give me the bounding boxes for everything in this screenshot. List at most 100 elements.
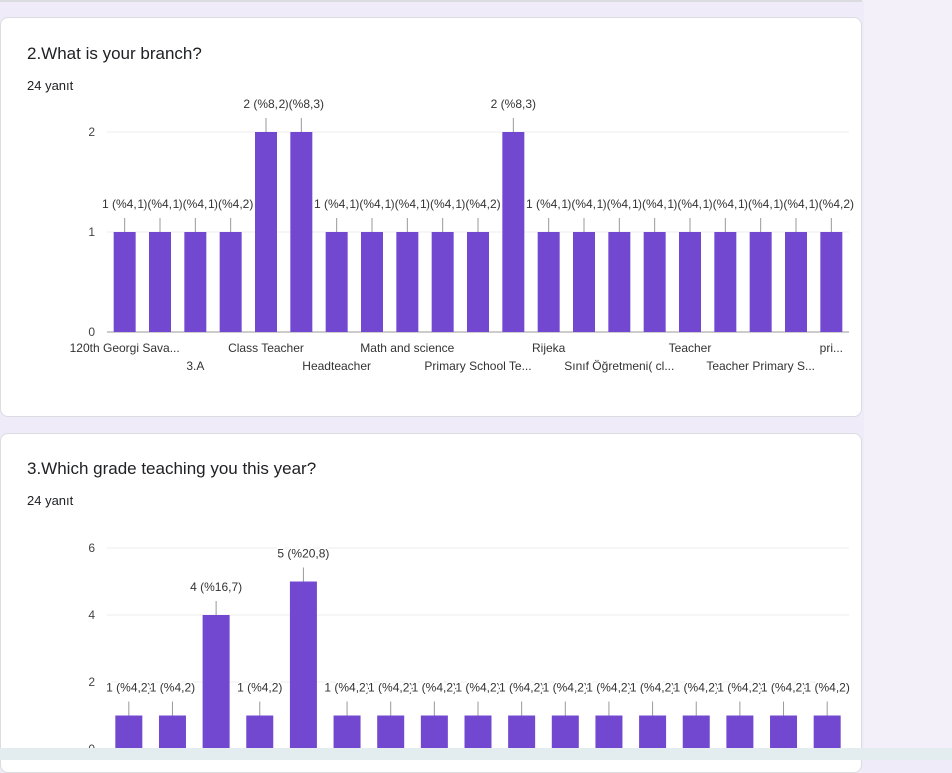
bar bbox=[464, 715, 492, 749]
bar bbox=[682, 715, 710, 749]
bar bbox=[184, 232, 207, 332]
bar bbox=[420, 715, 448, 749]
bar bbox=[289, 581, 317, 749]
data-label: 1 (%4,2) bbox=[561, 197, 606, 211]
y-tick-label: 4 bbox=[88, 608, 95, 622]
data-label: 1 (%4,2) bbox=[586, 681, 631, 695]
data-label: 1 (%4,2) bbox=[804, 681, 849, 695]
y-tick-label: 6 bbox=[88, 541, 95, 555]
data-label: 2 (%8,3) bbox=[243, 97, 288, 111]
bar bbox=[202, 615, 230, 749]
data-label: 4 (%16,7) bbox=[190, 580, 242, 594]
bar bbox=[573, 232, 595, 332]
data-label: 1 (%4,2) bbox=[667, 197, 712, 211]
x-tick-label: Primary School Te... bbox=[424, 359, 531, 373]
data-label: 1 (%4,2) bbox=[809, 197, 854, 211]
bar bbox=[820, 232, 843, 332]
bar bbox=[361, 232, 383, 332]
data-label: 1 (%4,2) bbox=[455, 197, 500, 211]
bar bbox=[115, 715, 143, 749]
data-label: 1 (%4,2) bbox=[106, 681, 151, 695]
data-label: 1 (%4,2) bbox=[137, 197, 182, 211]
data-label: 1 (%4,2) bbox=[102, 197, 147, 211]
data-label: 1 (%4,2) bbox=[412, 681, 457, 695]
bar bbox=[113, 232, 136, 332]
bar bbox=[502, 132, 525, 332]
bar bbox=[537, 232, 560, 332]
bar bbox=[551, 715, 579, 749]
data-label: 1 (%4,2) bbox=[499, 681, 544, 695]
data-label: 1 (%4,2) bbox=[368, 681, 413, 695]
data-label: 2 (%8,3) bbox=[491, 97, 536, 111]
question-card-branch: 2.What is your branch? 24 yanıt bbox=[0, 17, 862, 417]
bar bbox=[714, 232, 737, 332]
bar bbox=[595, 715, 623, 749]
bar bbox=[255, 132, 277, 332]
bar bbox=[219, 232, 242, 332]
data-label: 1 (%4,2) bbox=[150, 681, 195, 695]
data-label: 1 (%4,2) bbox=[597, 197, 642, 211]
data-label: 1 (%4,2) bbox=[173, 197, 218, 211]
page-background bbox=[864, 0, 952, 760]
x-tick-label: Class Teacher bbox=[228, 341, 304, 355]
data-label: 5 (%20,8) bbox=[277, 547, 329, 561]
data-label: 1 (%4,2) bbox=[703, 197, 748, 211]
x-tick-label: 120th Georgi Sava... bbox=[70, 341, 180, 355]
bar bbox=[246, 715, 274, 749]
question-title: 2.What is your branch? bbox=[27, 44, 202, 63]
data-label: 1 (%4,2) bbox=[208, 197, 253, 211]
data-label: 1 (%4,2) bbox=[237, 681, 282, 695]
y-tick-label: 0 bbox=[88, 325, 95, 339]
data-label: 1 (%4,2) bbox=[632, 197, 677, 211]
data-label: 1 (%4,2) bbox=[630, 681, 675, 695]
bar bbox=[431, 232, 454, 332]
bar bbox=[158, 715, 186, 749]
bar bbox=[290, 132, 313, 332]
y-tick-label: 2 bbox=[88, 125, 95, 139]
x-tick-label: Teacher Primary S... bbox=[706, 359, 815, 373]
bar bbox=[149, 232, 171, 332]
data-label: 1 (%4,2) bbox=[773, 197, 818, 211]
x-tick-label: 3.A bbox=[186, 359, 204, 373]
data-label: 1 (%4,2) bbox=[314, 197, 359, 211]
data-label: 1 (%4,2) bbox=[526, 197, 571, 211]
x-tick-label: Rijeka bbox=[532, 341, 566, 355]
bar bbox=[643, 232, 666, 332]
y-tick-label: 2 bbox=[88, 675, 95, 689]
bar bbox=[726, 715, 754, 749]
taskbar bbox=[0, 748, 952, 760]
data-label: 1 (%4,2) bbox=[349, 197, 394, 211]
y-tick-label: 1 bbox=[88, 225, 95, 239]
data-label: 1 (%4,2) bbox=[324, 681, 369, 695]
response-count: 24 yanıt bbox=[27, 78, 74, 93]
x-tick-label: Math and science bbox=[360, 341, 454, 355]
data-label: 1 (%4,2) bbox=[761, 681, 806, 695]
data-label: 1 (%4,2) bbox=[420, 197, 465, 211]
bar bbox=[679, 232, 701, 332]
bar bbox=[508, 715, 536, 749]
bar bbox=[377, 715, 405, 749]
bar bbox=[467, 232, 489, 332]
bar bbox=[333, 715, 361, 749]
bar bbox=[608, 232, 631, 332]
bar bbox=[813, 715, 841, 749]
data-label: 1 (%4,2) bbox=[385, 197, 430, 211]
previous-card-edge bbox=[0, 0, 862, 2]
bar bbox=[325, 232, 348, 332]
data-label: 1 (%4,2) bbox=[738, 197, 783, 211]
data-label: 1 (%4,2) bbox=[717, 681, 762, 695]
bar bbox=[396, 232, 419, 332]
x-tick-label: Headteacher bbox=[302, 359, 371, 373]
data-label: 1 (%4,2) bbox=[543, 681, 588, 695]
bar bbox=[785, 232, 807, 332]
response-count: 24 yanıt bbox=[27, 493, 74, 508]
data-label: 2 (%8,3) bbox=[279, 97, 324, 111]
bar bbox=[749, 232, 772, 332]
data-label: 1 (%4,2) bbox=[455, 681, 500, 695]
x-tick-label: Teacher bbox=[669, 341, 712, 355]
bar bbox=[639, 715, 667, 749]
question-title: 3.Which grade teaching you this year? bbox=[27, 459, 317, 478]
x-tick-label: Sınıf Öğretmeni( cl... bbox=[564, 359, 674, 373]
data-label: 1 (%4,2) bbox=[674, 681, 719, 695]
